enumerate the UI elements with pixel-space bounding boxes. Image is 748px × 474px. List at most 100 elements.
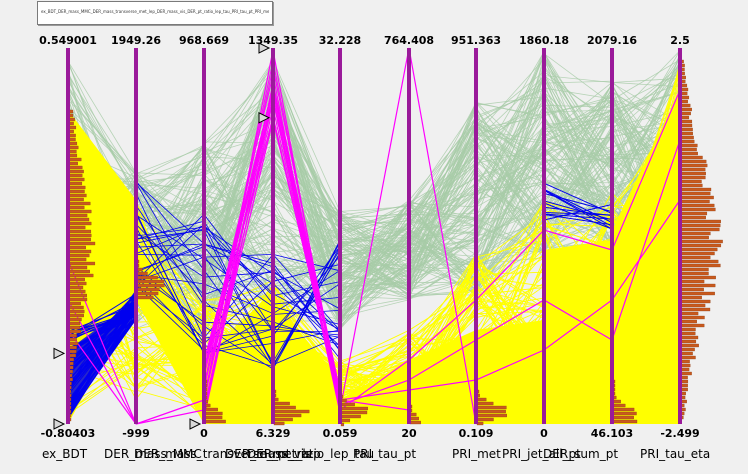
histogram-bin (612, 399, 621, 404)
context-line (67, 60, 681, 255)
selected-line (67, 173, 681, 420)
axis-name-label: DER_mass_MMC (104, 447, 202, 461)
range-marker[interactable] (258, 42, 271, 54)
selected-line (67, 208, 681, 397)
highlight-line (339, 199, 681, 401)
histogram-bin (680, 291, 715, 296)
axis-max-label: 1349.35 (247, 34, 299, 47)
focus-line (543, 202, 613, 230)
histogram-bin (68, 329, 81, 334)
histogram-bin (68, 169, 84, 174)
histogram-bin (68, 241, 96, 246)
histogram-bin (680, 119, 693, 124)
histogram-bin (68, 317, 82, 322)
axis-min-label: -2.499 (660, 427, 700, 440)
histogram-bin (340, 414, 361, 419)
axis-histograms (68, 59, 723, 427)
axis-min-label: 0.109 (458, 427, 494, 440)
histogram-bin (680, 307, 711, 312)
histogram-bin (204, 419, 226, 424)
histogram-bin (680, 319, 697, 324)
axis-line (678, 48, 682, 424)
focus-line (135, 228, 341, 297)
histogram-bin (680, 255, 711, 260)
histogram-bin (476, 405, 507, 410)
histogram-bin (68, 321, 81, 326)
histogram-bin (680, 99, 688, 104)
histogram-bin (68, 257, 87, 262)
histogram-bin (680, 115, 690, 120)
histogram-bin (68, 189, 85, 194)
histogram-bin (68, 213, 88, 218)
axis-min-label: 0.059 (322, 427, 358, 440)
histogram-bin (476, 413, 507, 418)
histogram-bin (136, 295, 154, 300)
histogram-bin (340, 402, 355, 407)
selected-line (67, 145, 681, 420)
axis-max-label: 951.363 (450, 34, 502, 47)
highlight-line (67, 329, 137, 425)
histogram-bin (680, 159, 707, 164)
histogram-bin (680, 155, 703, 160)
histogram-bin (612, 419, 638, 424)
histogram-bin (68, 145, 79, 150)
histogram-bin (68, 225, 86, 230)
context-line (67, 68, 681, 298)
histogram-bin (340, 418, 351, 423)
focus-line (543, 200, 613, 221)
focus-line (543, 204, 613, 221)
histogram-bin (68, 233, 92, 238)
selected-line (67, 223, 681, 411)
context-line (67, 51, 681, 319)
histogram-bin (136, 271, 148, 276)
context-line (67, 59, 681, 322)
histogram-bin (68, 209, 92, 214)
histogram-bin (204, 407, 218, 412)
histogram-bin (680, 151, 698, 156)
histogram-bin (68, 333, 77, 338)
histogram-bin (680, 271, 709, 276)
focus-line (135, 180, 341, 368)
histogram-bin (680, 87, 689, 92)
focus-line (135, 226, 341, 354)
focus-line (135, 223, 341, 366)
histogram-bin (680, 311, 699, 316)
histogram-bin (68, 217, 90, 222)
histogram-bin (68, 237, 91, 242)
histogram-bin (680, 107, 692, 112)
histogram-bin (68, 297, 88, 302)
histogram-bin (68, 341, 79, 346)
histogram-bin (680, 103, 691, 108)
focus-lines (67, 180, 613, 420)
histogram-bin (273, 401, 290, 406)
histogram-bin (680, 367, 690, 372)
histogram-bin (409, 420, 421, 425)
histogram-bin (273, 417, 293, 422)
histogram-bin (68, 177, 85, 182)
range-marker[interactable] (189, 418, 202, 430)
histogram-bin (680, 315, 705, 320)
histogram-bin (680, 135, 694, 140)
selected-line (67, 229, 681, 415)
histogram-bin (612, 415, 634, 420)
range-marker[interactable] (53, 347, 66, 360)
histogram-bin (680, 251, 715, 256)
histogram-bin (68, 205, 85, 210)
context-line (67, 96, 681, 316)
histogram-bin (680, 175, 706, 180)
focus-line (135, 240, 341, 345)
axis-min-label: 20 (401, 427, 417, 440)
axis-line (542, 48, 546, 424)
axis-min-label: 0 (200, 427, 208, 440)
histogram-bin (680, 195, 714, 200)
histogram-bin (680, 187, 712, 192)
range-marker[interactable] (53, 418, 66, 430)
axis-name-label: DER_pt_ratio_lep_tau (247, 447, 375, 461)
histogram-bin (680, 111, 691, 116)
range-marker[interactable] (258, 112, 271, 124)
histogram-bin (204, 411, 223, 416)
histogram-bin (680, 267, 709, 272)
histogram-bin (680, 231, 711, 236)
histogram-bin (68, 141, 78, 146)
